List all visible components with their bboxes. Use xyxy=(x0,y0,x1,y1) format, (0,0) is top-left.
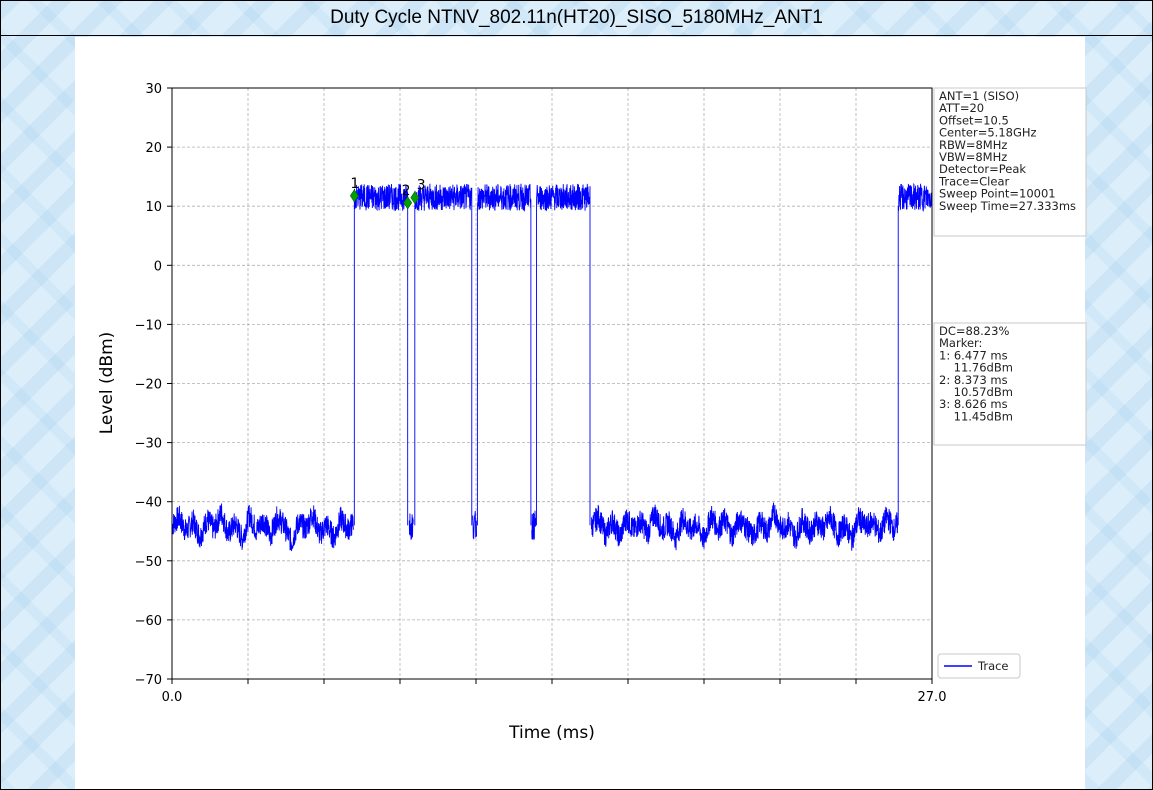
info-line: 1: 6.477 ms xyxy=(939,348,1008,362)
info-line: Trace=Clear xyxy=(938,174,1009,188)
info-line: Sweep Time=27.333ms xyxy=(939,199,1076,213)
trace-gap-segment xyxy=(408,513,414,540)
x-tick-label: 0.0 xyxy=(162,690,183,705)
trace-gap-segment xyxy=(472,510,478,540)
chart-paper xyxy=(75,37,1085,789)
y-tick-label: −50 xyxy=(135,555,162,570)
marker-label: 1 xyxy=(350,176,359,192)
trace-burst-segment xyxy=(353,184,409,526)
axes: 30 20 10 0 −10 −20 −30 −40 −50 −60 −700.0 27.0 xyxy=(135,82,947,705)
info-line: Offset=10.5 xyxy=(939,113,1009,127)
y-tick-label: −10 xyxy=(135,318,162,333)
marker-label: 3 xyxy=(417,178,426,194)
info-line: 2: 8.373 ms xyxy=(939,373,1008,387)
trace-burst-segment xyxy=(414,183,473,526)
info-line: RBW=8MHz xyxy=(939,138,1007,152)
y-tick-label: −60 xyxy=(135,614,162,629)
chart-title: Duty Cycle NTNV_802.11n(HT20)_SISO_5180M… xyxy=(1,1,1152,36)
marker-point xyxy=(410,191,420,205)
trace-burst-segment xyxy=(536,183,591,526)
info-line: 11.76dBm xyxy=(939,361,1013,375)
info-box-border xyxy=(933,87,1087,237)
info-line: DC=88.23% xyxy=(939,324,1009,338)
info-line: ANT=1 (SISO) xyxy=(939,89,1019,103)
marker-point xyxy=(403,196,413,210)
trace-noise-segment xyxy=(172,503,354,552)
y-tick-label: 0 xyxy=(154,259,162,274)
y-tick-label: −30 xyxy=(135,437,162,452)
trace-burst-segment xyxy=(476,183,532,526)
y-tick-label: −40 xyxy=(135,496,162,511)
y-tick-label: 10 xyxy=(145,200,162,215)
legend-box xyxy=(937,653,1021,679)
info-line: 10.57dBm xyxy=(939,385,1013,399)
legend-entry: Trace xyxy=(977,659,1009,673)
info-line: Marker: xyxy=(939,336,982,350)
info-line: Detector=Peak xyxy=(939,162,1026,176)
y-tick-label: 20 xyxy=(145,141,162,156)
trace-gap-segment xyxy=(531,510,537,540)
x-tick-label: 27.0 xyxy=(918,690,947,705)
trace-noise-segment xyxy=(590,502,899,551)
trace-burst-segment xyxy=(897,182,932,526)
legend: Trace xyxy=(937,653,1021,679)
info-box-border xyxy=(933,322,1087,446)
y-tick-label: −70 xyxy=(135,673,162,688)
info-line: VBW=8MHz xyxy=(939,150,1007,164)
x-axis-label: Time (ms) xyxy=(508,723,595,743)
marker-point xyxy=(349,189,359,203)
trace-series xyxy=(172,182,932,552)
marker-label: 2 xyxy=(402,183,411,199)
info-line: 3: 8.626 ms xyxy=(939,397,1008,411)
info-line: 11.45dBm xyxy=(939,409,1013,423)
y-tick-label: 30 xyxy=(145,82,162,97)
settings-info-box: ANT=1 (SISO)ATT=20Offset=10.5Center=5.18… xyxy=(933,87,1087,237)
y-axis-label: Level (dBm) xyxy=(97,332,117,435)
grid-lines xyxy=(171,87,933,680)
y-tick-label: −20 xyxy=(135,378,162,393)
info-line: Sweep Point=10001 xyxy=(939,187,1056,201)
info-line: ATT=20 xyxy=(939,101,984,115)
info-line: Center=5.18GHz xyxy=(939,126,1037,140)
